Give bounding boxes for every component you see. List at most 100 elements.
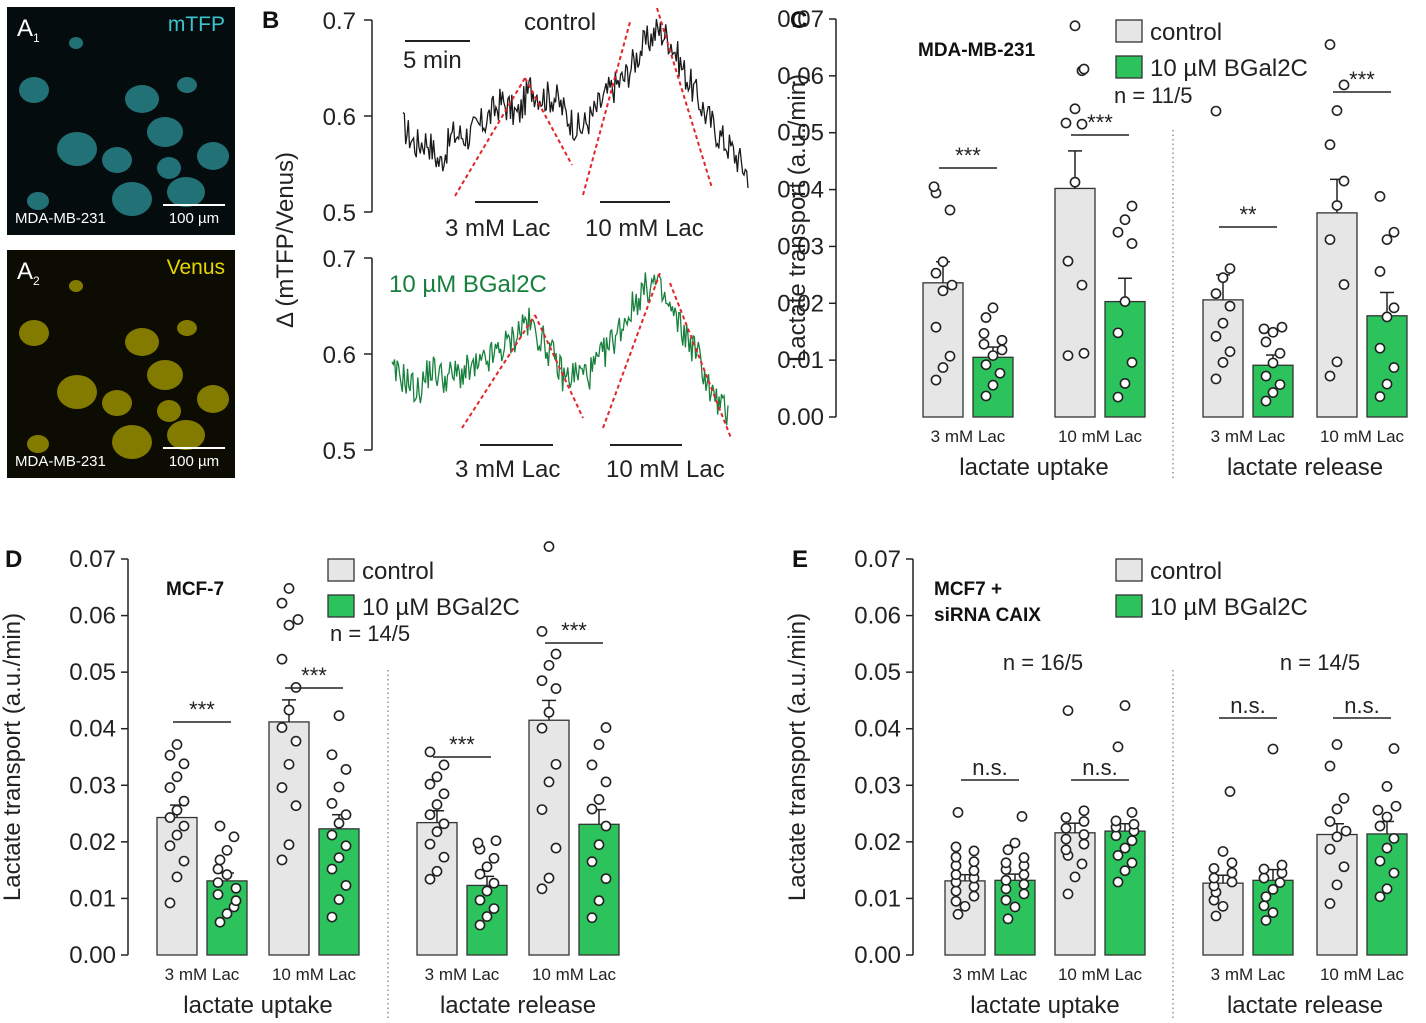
data-point <box>1018 852 1030 864</box>
data-point <box>1112 391 1124 403</box>
data-point <box>1224 346 1236 358</box>
data-point <box>276 597 288 609</box>
fit-line <box>454 77 526 197</box>
data-point <box>1338 861 1350 873</box>
data-point <box>276 782 288 793</box>
significance-label: *** <box>449 732 475 757</box>
data-point <box>1217 357 1229 368</box>
group-label: lactate release <box>1227 454 1383 481</box>
cell-blob <box>157 157 181 179</box>
data-point <box>1069 20 1081 32</box>
cell-line-title: siRNA CAIX <box>934 605 1041 626</box>
data-point <box>1069 871 1081 883</box>
y-tick-label: 0.06 <box>777 63 824 90</box>
data-point <box>1018 878 1030 890</box>
data-point <box>1210 330 1222 342</box>
data-point <box>600 873 612 885</box>
data-point <box>1324 370 1336 382</box>
data-point <box>164 812 176 823</box>
data-point <box>1009 837 1021 849</box>
data-point <box>930 374 942 386</box>
data-point <box>950 851 962 863</box>
data-point <box>1208 872 1220 884</box>
y-axis-title: Lactate transport (a.u./min) <box>784 74 811 362</box>
panel-c: C 0.00 0.01 0.02 0.03 0.04 0.05 0.06 0.07 Lactat… <box>777 6 1408 481</box>
data-point <box>1002 913 1014 925</box>
y-tick-label: 0.00 <box>777 404 824 431</box>
data-point <box>586 803 598 815</box>
data-point <box>1210 373 1222 385</box>
panel-label-e: E <box>792 546 808 573</box>
data-point <box>490 835 502 847</box>
data-point <box>212 877 224 888</box>
data-point <box>930 321 942 333</box>
data-point <box>1388 226 1400 238</box>
data-point <box>1260 336 1272 348</box>
data-point <box>488 852 500 864</box>
x-category-label: 10 mM Lac <box>1058 965 1143 984</box>
data-point <box>1062 350 1074 361</box>
legend-swatch-bgal2c <box>1115 594 1143 618</box>
cell-blob <box>147 117 183 147</box>
y-tick-label: 0.7 <box>323 246 356 273</box>
legend-label: control <box>1150 19 1222 46</box>
data-point <box>1119 865 1131 877</box>
data-point <box>946 279 958 291</box>
x-category-label: 10 mM Lac <box>532 965 617 984</box>
data-point <box>424 809 436 821</box>
panel-b: B 0.7 0.6 0.5 5 min control 3 mM Lac 10 … <box>262 7 749 483</box>
data-point <box>438 788 450 800</box>
data-point <box>1388 362 1400 373</box>
data-point <box>1069 176 1081 188</box>
channel-label-mtfp: mTFP <box>167 13 225 36</box>
data-point <box>164 749 176 761</box>
data-point <box>952 807 964 818</box>
channel-label-venus: Venus <box>166 256 225 279</box>
bar-control <box>1054 187 1096 418</box>
data-point <box>1126 807 1138 818</box>
data-point <box>292 614 304 625</box>
legend-label: 10 µM BGal2C <box>1150 55 1308 82</box>
data-point <box>333 817 345 829</box>
data-point <box>593 839 605 851</box>
data-point <box>536 675 548 687</box>
cell-blob <box>125 328 159 356</box>
y-tick-label: 0.00 <box>854 942 901 969</box>
data-point <box>1260 891 1272 903</box>
data-point <box>164 897 176 909</box>
data-point <box>431 799 443 810</box>
y-tick-label: 0.03 <box>69 772 116 799</box>
data-point <box>600 776 612 788</box>
bar-control <box>1316 833 1358 956</box>
data-point <box>1260 915 1272 926</box>
data-point <box>276 653 288 665</box>
data-point <box>1078 347 1090 359</box>
x-category-label: 10 mM Lac <box>1320 427 1405 446</box>
data-point <box>543 541 555 552</box>
x-category-label: 10 mM Lac <box>1320 965 1405 984</box>
y-tick-label: 0.6 <box>323 104 356 131</box>
x-category-label: 3 mM Lac <box>1211 965 1286 984</box>
data-point <box>283 704 295 716</box>
data-point <box>1112 741 1124 753</box>
data-point <box>340 840 352 852</box>
data-point <box>1276 321 1288 333</box>
significance-label: n.s. <box>1082 755 1117 780</box>
data-point <box>1210 288 1222 300</box>
cell-blob <box>197 142 229 170</box>
cell-line-title: MDA-MB-231 <box>918 40 1036 61</box>
data-point <box>1078 63 1090 75</box>
data-point <box>1000 874 1012 886</box>
data-point <box>276 854 288 866</box>
data-point <box>1076 118 1088 130</box>
data-point <box>1338 175 1350 187</box>
data-point <box>1324 760 1336 772</box>
data-point <box>1258 900 1270 912</box>
y-axis-title: Δ (mTFP/Venus) <box>272 152 299 328</box>
data-point <box>1217 317 1229 329</box>
y-tick-label: 0.07 <box>854 546 901 573</box>
legend-swatch-bgal2c <box>327 594 355 618</box>
data-point <box>474 894 486 906</box>
data-point <box>1078 816 1090 827</box>
